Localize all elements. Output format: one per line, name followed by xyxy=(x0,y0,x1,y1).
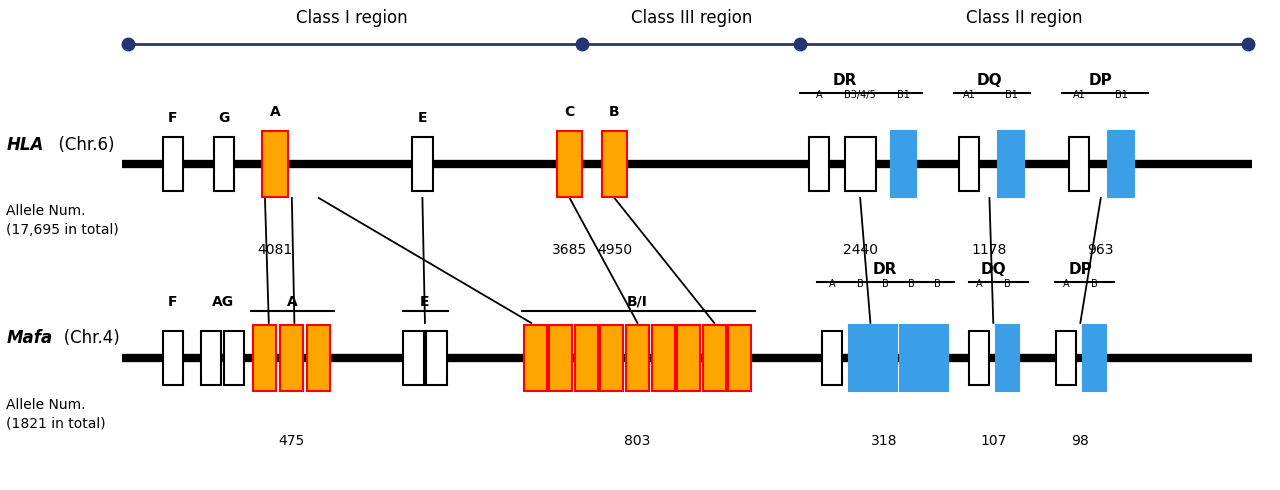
Bar xyxy=(557,131,582,197)
Bar xyxy=(575,324,598,391)
Bar xyxy=(201,331,221,385)
Text: 107: 107 xyxy=(980,434,1006,448)
Bar xyxy=(822,331,842,385)
Text: B: B xyxy=(908,279,915,289)
Bar xyxy=(1056,331,1076,385)
Bar xyxy=(891,131,916,197)
Text: B1: B1 xyxy=(1115,91,1128,100)
Text: F: F xyxy=(168,111,178,125)
Bar xyxy=(1108,131,1134,197)
Bar xyxy=(925,324,948,391)
Text: Class I region: Class I region xyxy=(296,9,408,27)
Text: DP: DP xyxy=(1069,262,1092,277)
Bar xyxy=(163,137,183,191)
Bar xyxy=(652,324,675,391)
Text: B: B xyxy=(882,279,890,289)
Text: AG: AG xyxy=(211,294,234,309)
Text: 4081: 4081 xyxy=(257,243,293,257)
Text: B: B xyxy=(1091,279,1098,289)
Bar xyxy=(412,137,433,191)
Bar xyxy=(600,324,623,391)
Text: B3/4/5: B3/4/5 xyxy=(845,91,876,100)
Bar xyxy=(549,324,572,391)
Text: C: C xyxy=(564,105,575,119)
Text: 475: 475 xyxy=(279,434,305,448)
Text: 2440: 2440 xyxy=(842,243,878,257)
Bar xyxy=(845,137,876,191)
Bar xyxy=(969,331,989,385)
Text: (Chr.6): (Chr.6) xyxy=(6,136,115,153)
Bar xyxy=(809,137,829,191)
Text: 803: 803 xyxy=(625,434,650,448)
Text: F: F xyxy=(168,294,178,309)
Text: A: A xyxy=(975,279,983,289)
Text: B1: B1 xyxy=(897,91,910,100)
Text: B: B xyxy=(1004,279,1011,289)
Text: B/I: B/I xyxy=(627,294,648,309)
Bar xyxy=(403,331,424,385)
Bar xyxy=(163,331,183,385)
Bar xyxy=(280,324,303,391)
Text: A: A xyxy=(815,91,823,100)
Text: B: B xyxy=(856,279,864,289)
Text: Class III region: Class III region xyxy=(631,9,751,27)
Bar xyxy=(703,324,726,391)
Text: 318: 318 xyxy=(872,434,897,448)
Bar xyxy=(998,131,1024,197)
Bar xyxy=(253,324,276,391)
Bar xyxy=(524,324,547,391)
Text: 3685: 3685 xyxy=(552,243,588,257)
Bar xyxy=(959,137,979,191)
Text: DQ: DQ xyxy=(980,262,1006,277)
Bar xyxy=(626,324,649,391)
Text: DP: DP xyxy=(1089,73,1112,88)
Bar xyxy=(900,324,923,391)
Text: (Chr.4): (Chr.4) xyxy=(6,329,120,347)
Text: 1178: 1178 xyxy=(972,243,1007,257)
Text: A: A xyxy=(270,105,280,119)
Text: G: G xyxy=(219,111,229,125)
Text: B: B xyxy=(933,279,941,289)
Text: E: E xyxy=(417,111,428,125)
Bar xyxy=(874,324,897,391)
Bar xyxy=(1069,137,1089,191)
Text: HLA: HLA xyxy=(6,136,44,153)
Text: A: A xyxy=(287,294,297,309)
Text: Allele Num.
(1821 in total): Allele Num. (1821 in total) xyxy=(6,398,106,430)
Bar xyxy=(224,331,244,385)
Text: B: B xyxy=(609,105,620,119)
Text: B1: B1 xyxy=(1005,91,1018,100)
Bar xyxy=(1083,324,1106,391)
Bar xyxy=(426,331,447,385)
Bar xyxy=(307,324,330,391)
Text: DQ: DQ xyxy=(977,73,1002,88)
Bar xyxy=(262,131,288,197)
Text: A1: A1 xyxy=(963,91,975,100)
Bar xyxy=(677,324,700,391)
Bar xyxy=(996,324,1019,391)
Text: Class II region: Class II region xyxy=(965,9,1083,27)
Text: 98: 98 xyxy=(1071,434,1089,448)
Text: A: A xyxy=(828,279,836,289)
Text: Allele Num.
(17,695 in total): Allele Num. (17,695 in total) xyxy=(6,204,119,237)
Bar xyxy=(849,324,872,391)
Bar xyxy=(214,137,234,191)
Text: DR: DR xyxy=(872,262,897,277)
Bar xyxy=(728,324,751,391)
Text: 4950: 4950 xyxy=(596,243,632,257)
Text: 963: 963 xyxy=(1088,243,1114,257)
Bar xyxy=(602,131,627,197)
Text: A: A xyxy=(1062,279,1070,289)
Text: Mafa: Mafa xyxy=(6,329,52,347)
Text: A1: A1 xyxy=(1073,91,1085,100)
Text: E: E xyxy=(420,294,430,309)
Text: DR: DR xyxy=(832,73,858,88)
